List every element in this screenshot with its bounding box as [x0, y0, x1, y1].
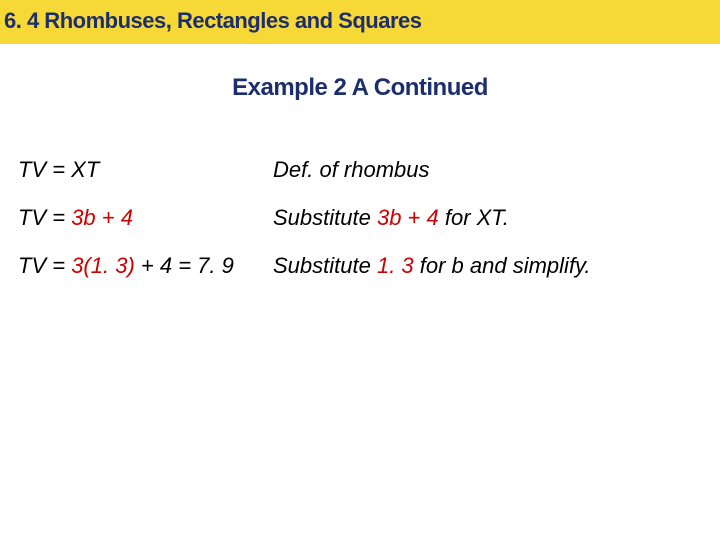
equation-left: TV = 3b + 4: [18, 205, 273, 231]
eq-suffix: + 4 = 7. 9: [135, 253, 234, 278]
equation-left: TV = XT: [18, 157, 273, 183]
equation-reason: Substitute 1. 3 for b and simplify.: [273, 253, 702, 279]
equation-reason: Def. of rhombus: [273, 157, 702, 183]
content-area: TV = XT Def. of rhombus TV = 3b + 4 Subs…: [0, 102, 720, 279]
eq-highlight: 3(1. 3): [71, 253, 135, 278]
equation-row: TV = XT Def. of rhombus: [18, 157, 702, 183]
eq-highlight: 3b + 4: [71, 205, 133, 230]
reason-prefix: Substitute: [273, 205, 377, 230]
eq-prefix: TV = XT: [18, 157, 99, 182]
reason-suffix: for XT.: [439, 205, 509, 230]
reason-suffix: for b and simplify.: [414, 253, 591, 278]
reason-prefix: Def. of rhombus: [273, 157, 430, 182]
equation-row: TV = 3(1. 3) + 4 = 7. 9 Substitute 1. 3 …: [18, 253, 702, 279]
header-bar: 6. 4 Rhombuses, Rectangles and Squares: [0, 0, 720, 44]
equation-left: TV = 3(1. 3) + 4 = 7. 9: [18, 253, 273, 279]
equation-row: TV = 3b + 4 Substitute 3b + 4 for XT.: [18, 205, 702, 231]
eq-prefix: TV =: [18, 253, 71, 278]
equation-reason: Substitute 3b + 4 for XT.: [273, 205, 702, 231]
eq-prefix: TV =: [18, 205, 71, 230]
reason-highlight: 1. 3: [377, 253, 414, 278]
reason-highlight: 3b + 4: [377, 205, 439, 230]
example-subtitle: Example 2 A Continued: [0, 74, 720, 102]
header-title: 6. 4 Rhombuses, Rectangles and Squares: [4, 8, 712, 34]
reason-prefix: Substitute: [273, 253, 377, 278]
